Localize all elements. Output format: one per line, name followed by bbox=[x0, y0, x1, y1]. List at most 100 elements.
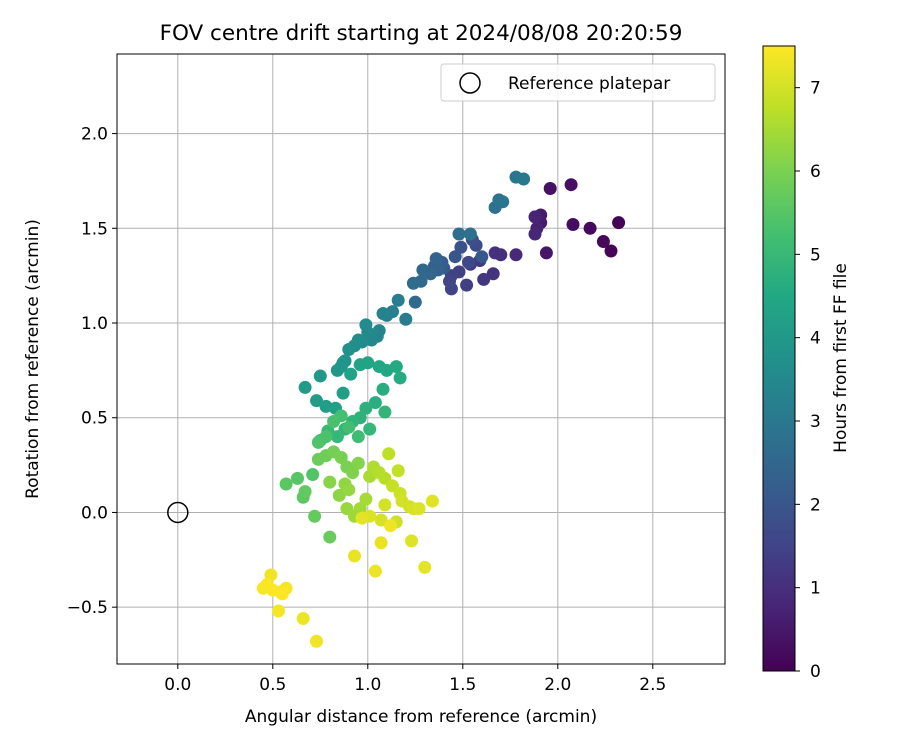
x-tick-label: 1.0 bbox=[354, 675, 381, 695]
data-point bbox=[361, 356, 375, 370]
data-point bbox=[279, 477, 293, 491]
scatter-points bbox=[256, 170, 626, 648]
data-point bbox=[528, 227, 542, 241]
data-point bbox=[418, 560, 432, 574]
reference-marker bbox=[167, 501, 189, 524]
data-point bbox=[351, 456, 365, 470]
legend-marker-icon bbox=[459, 72, 481, 94]
data-point bbox=[298, 380, 312, 394]
data-point bbox=[384, 519, 398, 533]
data-point bbox=[306, 468, 320, 482]
data-point bbox=[308, 509, 322, 523]
data-point bbox=[311, 435, 325, 449]
data-point bbox=[336, 386, 350, 400]
data-point bbox=[543, 182, 557, 196]
data-point bbox=[359, 318, 373, 332]
data-point bbox=[463, 227, 477, 241]
data-point bbox=[566, 217, 580, 231]
colorbar-tick-label: 2 bbox=[810, 495, 821, 515]
data-point bbox=[378, 498, 392, 512]
data-point bbox=[460, 278, 474, 292]
colorbar-tick-label: 4 bbox=[810, 329, 821, 349]
legend-box bbox=[440, 63, 716, 102]
data-point bbox=[376, 382, 390, 396]
data-point bbox=[323, 475, 337, 489]
data-point bbox=[454, 240, 468, 254]
data-point bbox=[391, 464, 405, 478]
colorbar-tick-label: 1 bbox=[810, 579, 821, 599]
data-point bbox=[368, 564, 382, 578]
data-point bbox=[346, 466, 360, 480]
colorbar: 0 1 2 3 4 5 6 7 Hours from first FF file bbox=[762, 45, 851, 682]
data-point bbox=[330, 363, 344, 377]
y-tick-label: 0.5 bbox=[81, 409, 108, 429]
data-point bbox=[275, 587, 289, 601]
data-point bbox=[344, 367, 358, 381]
data-point bbox=[452, 227, 466, 241]
data-point bbox=[425, 494, 439, 508]
data-point bbox=[406, 276, 420, 290]
data-point bbox=[517, 172, 531, 186]
data-point bbox=[416, 263, 430, 277]
data-point bbox=[405, 534, 418, 548]
data-point bbox=[351, 430, 365, 444]
data-point bbox=[399, 312, 413, 326]
data-point bbox=[310, 634, 323, 648]
data-point bbox=[272, 604, 285, 618]
data-point bbox=[355, 511, 369, 525]
data-point bbox=[382, 447, 396, 461]
chart-title: FOV centre drift starting at 2024/08/08 … bbox=[160, 21, 683, 46]
data-point bbox=[596, 235, 610, 249]
data-point bbox=[393, 371, 407, 385]
data-point bbox=[334, 451, 348, 465]
data-point bbox=[359, 401, 373, 415]
colorbar-tick-label: 6 bbox=[810, 162, 821, 182]
data-point bbox=[368, 396, 382, 410]
data-point bbox=[564, 178, 578, 192]
data-point bbox=[376, 307, 390, 321]
colorbar-ticks: 0 1 2 3 4 5 6 7 bbox=[795, 79, 821, 682]
data-point bbox=[429, 252, 443, 266]
data-point bbox=[291, 471, 304, 485]
data-point bbox=[475, 250, 489, 264]
data-point bbox=[332, 488, 346, 502]
data-point bbox=[412, 502, 426, 516]
data-point bbox=[389, 360, 403, 374]
data-point bbox=[359, 492, 373, 506]
data-point bbox=[395, 494, 409, 508]
data-point bbox=[348, 549, 361, 563]
data-point bbox=[342, 343, 356, 357]
data-point bbox=[604, 244, 618, 258]
data-point bbox=[462, 255, 475, 269]
x-tick-label: 2.5 bbox=[639, 675, 666, 695]
data-point bbox=[539, 246, 553, 260]
x-tick-label: 2.0 bbox=[544, 675, 571, 695]
data-point bbox=[477, 272, 491, 286]
data-point bbox=[298, 485, 312, 499]
data-point bbox=[342, 483, 356, 497]
data-point bbox=[378, 405, 392, 419]
y-tick-label: 1.5 bbox=[81, 219, 108, 239]
x-axis-ticks: 0.0 0.5 1.0 1.5 2.0 2.5 bbox=[164, 664, 666, 695]
data-point bbox=[583, 221, 597, 235]
y-tick-label: 2.0 bbox=[81, 125, 108, 145]
data-point bbox=[509, 248, 523, 262]
data-point bbox=[612, 216, 626, 230]
y-axis-label: Rotation from reference (arcmin) bbox=[23, 219, 43, 499]
data-point bbox=[408, 295, 422, 309]
data-point bbox=[342, 420, 356, 434]
colorbar-tick-label: 7 bbox=[810, 79, 821, 99]
legend: Reference platepar bbox=[440, 63, 716, 102]
data-point bbox=[448, 250, 462, 264]
data-point bbox=[310, 394, 323, 408]
x-tick-label: 1.5 bbox=[449, 675, 476, 695]
data-point bbox=[488, 246, 502, 260]
data-point bbox=[313, 369, 327, 383]
data-point bbox=[330, 430, 344, 444]
colorbar-tick-label: 3 bbox=[810, 412, 821, 432]
y-tick-label: 0.0 bbox=[81, 503, 108, 523]
x-axis-label: Angular distance from reference (arcmin) bbox=[245, 707, 597, 727]
data-point bbox=[327, 415, 341, 429]
y-axis-ticks: −0.5 0.0 0.5 1.0 1.5 2.0 bbox=[67, 125, 117, 618]
